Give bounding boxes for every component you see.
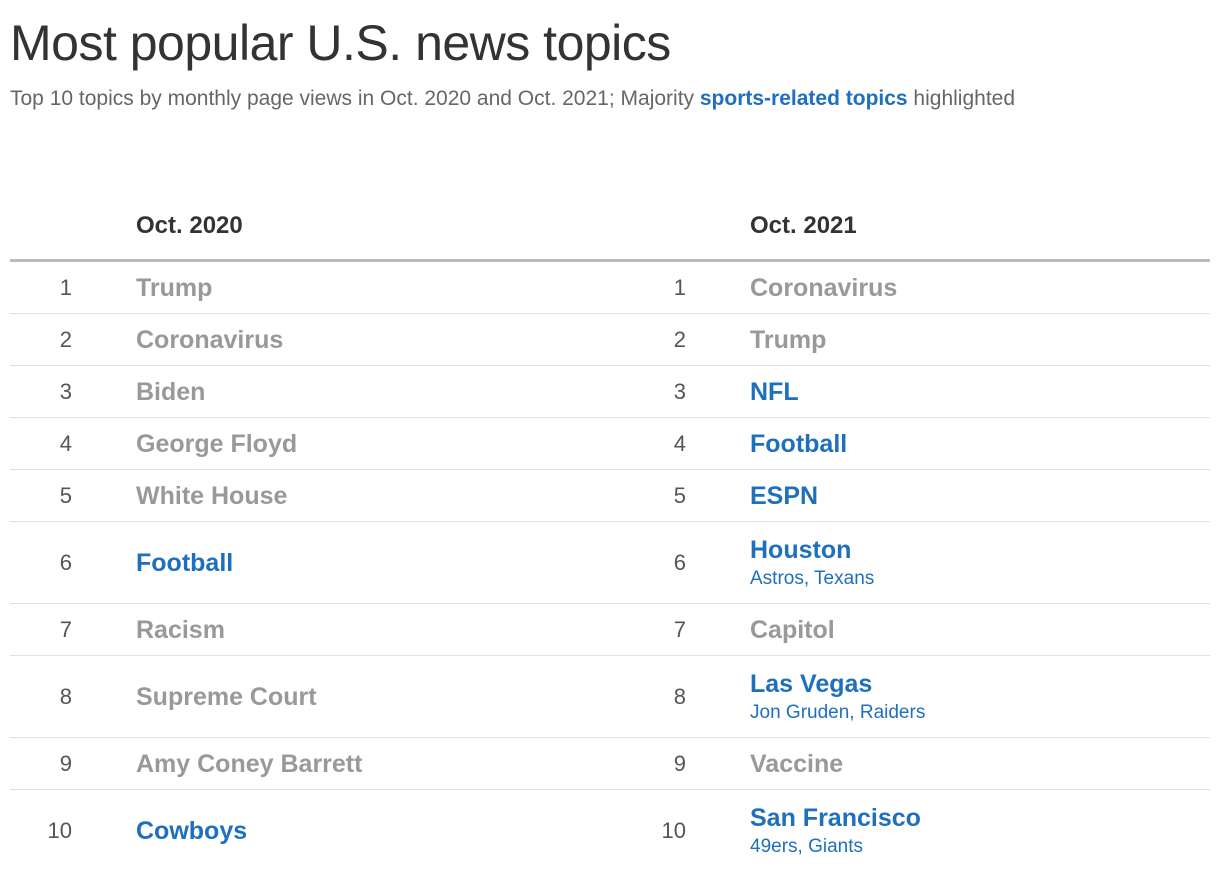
topic-subtext: 49ers, Giants bbox=[750, 836, 863, 857]
topic-cell-2021: Capitol bbox=[750, 615, 835, 645]
topic-name: Racism bbox=[136, 615, 225, 644]
table-row: 2 Coronavirus 2 Trump bbox=[10, 314, 1210, 366]
rank-number-2020: 5 bbox=[59, 482, 72, 508]
topic-cell-2020: Biden bbox=[136, 377, 205, 407]
topic-name: Football bbox=[750, 429, 848, 458]
rank-number-2020: 1 bbox=[59, 274, 72, 300]
topic-cell-2020: Football bbox=[136, 548, 233, 578]
topic-cell-2020: Trump bbox=[136, 273, 212, 303]
table-row: 10 Cowboys 10 San Francisco 49ers, Giants bbox=[10, 790, 1210, 872]
topic-name: ESPN bbox=[750, 481, 819, 510]
topic-name: Cowboys bbox=[136, 817, 248, 845]
rank-number-2021: 1 bbox=[673, 274, 686, 300]
rank-number-2020: 9 bbox=[59, 750, 72, 776]
topic-name: NFL bbox=[750, 377, 799, 406]
topics-table: Oct. 2020 Oct. 2021 1 Trump 1 Coronavirus 2 C… bbox=[10, 200, 1210, 872]
table-row: 8 Supreme Court 8 Las Vegas Jon Gruden, Raid… bbox=[10, 656, 1210, 738]
topic-cell-2021: ESPN bbox=[750, 481, 818, 511]
topic-name: Houston bbox=[750, 535, 852, 564]
chart-title: Most popular U.S. news topics bbox=[10, 15, 671, 71]
rank-number-2021: 7 bbox=[673, 616, 686, 642]
topic-cell-2020: Amy Coney Barrett bbox=[136, 749, 362, 779]
topic-subtext: Astros, Texans bbox=[750, 567, 875, 589]
column-header-2021: Oct. 2021 bbox=[750, 212, 857, 239]
table-row: 4 George Floyd 4 Football bbox=[10, 418, 1210, 470]
topic-name: Trump bbox=[136, 273, 213, 302]
rank-number-2020: 7 bbox=[59, 616, 72, 642]
rank-number-2020: 3 bbox=[59, 378, 72, 404]
topic-cell-2020: White House bbox=[136, 481, 287, 511]
topic-name: Vaccine bbox=[750, 749, 844, 778]
topic-cell-2020: George Floyd bbox=[136, 429, 297, 459]
topic-name: Capitol bbox=[750, 615, 835, 644]
table-row: 9 Amy Coney Barrett 9 Vaccine bbox=[10, 738, 1210, 790]
topic-cell-2021: NFL bbox=[750, 377, 799, 407]
table-body: 1 Trump 1 Coronavirus 2 Coronavirus 2 Trump 3 Bid… bbox=[10, 262, 1210, 872]
table-row: 1 Trump 1 Coronavirus bbox=[10, 262, 1210, 314]
topic-name: Amy Coney Barrett bbox=[136, 749, 363, 778]
rank-number-2021: 8 bbox=[673, 683, 686, 709]
topic-cell-2020: Cowboys bbox=[136, 816, 247, 846]
topic-cell-2021: Houston Astros, Texans bbox=[750, 535, 874, 591]
rank-number-2021: 3 bbox=[673, 378, 686, 404]
topic-cell-2021: Las Vegas Jon Gruden, Raiders bbox=[750, 669, 925, 725]
rank-number-2021: 2 bbox=[673, 326, 686, 352]
topic-name: Trump bbox=[750, 325, 827, 354]
topic-cell-2021: Coronavirus bbox=[750, 273, 897, 303]
chart-subtitle: Top 10 topics by monthly page views in O… bbox=[10, 85, 1210, 113]
rank-number-2021: 5 bbox=[673, 482, 686, 508]
topic-name: Coronavirus bbox=[136, 325, 284, 354]
subtitle-text: Top 10 topics by monthly page views in O… bbox=[10, 87, 700, 110]
topic-cell-2021: San Francisco 49ers, Giants bbox=[750, 803, 921, 859]
topic-cell-2020: Supreme Court bbox=[136, 682, 317, 712]
topic-name: George Floyd bbox=[136, 429, 298, 458]
table-row: 6 Football 6 Houston Astros, Texans bbox=[10, 522, 1210, 604]
topic-cell-2021: Trump bbox=[750, 325, 826, 355]
topic-name: White House bbox=[136, 481, 288, 510]
column-header-2020: Oct. 2020 bbox=[136, 212, 243, 239]
rank-number-2020: 2 bbox=[59, 326, 72, 352]
topic-name: Las Vegas bbox=[750, 669, 873, 698]
topic-name: Supreme Court bbox=[136, 682, 317, 711]
rank-number-2020: 8 bbox=[59, 683, 72, 709]
topic-name: Coronavirus bbox=[750, 273, 898, 302]
rank-number-2021: 4 bbox=[673, 430, 686, 456]
subtitle-highlight: sports-related topics bbox=[699, 87, 908, 110]
rank-number-2021: 9 bbox=[673, 750, 686, 776]
subtitle-text-end: highlighted bbox=[907, 87, 1016, 110]
rank-number-2020: 4 bbox=[59, 430, 72, 456]
topic-name: Football bbox=[136, 548, 234, 577]
table-row: 7 Racism 7 Capitol bbox=[10, 604, 1210, 656]
rank-number-2021: 6 bbox=[673, 549, 686, 575]
table-row: 3 Biden 3 NFL bbox=[10, 366, 1210, 418]
topic-cell-2020: Racism bbox=[136, 615, 225, 645]
table-row: 5 White House 5 ESPN bbox=[10, 470, 1210, 522]
topic-cell-2021: Vaccine bbox=[750, 749, 843, 779]
table-header: Oct. 2020 Oct. 2021 bbox=[10, 200, 1210, 262]
topic-cell-2020: Coronavirus bbox=[136, 325, 283, 355]
topic-subtext: Jon Gruden, Raiders bbox=[750, 701, 926, 723]
topic-cell-2021: Football bbox=[750, 429, 847, 459]
topic-name: San Francisco bbox=[750, 804, 921, 832]
rank-number-2020: 10 bbox=[47, 818, 72, 843]
topic-name: Biden bbox=[136, 377, 206, 406]
rank-number-2020: 6 bbox=[59, 549, 72, 575]
rank-number-2021: 10 bbox=[661, 818, 686, 843]
